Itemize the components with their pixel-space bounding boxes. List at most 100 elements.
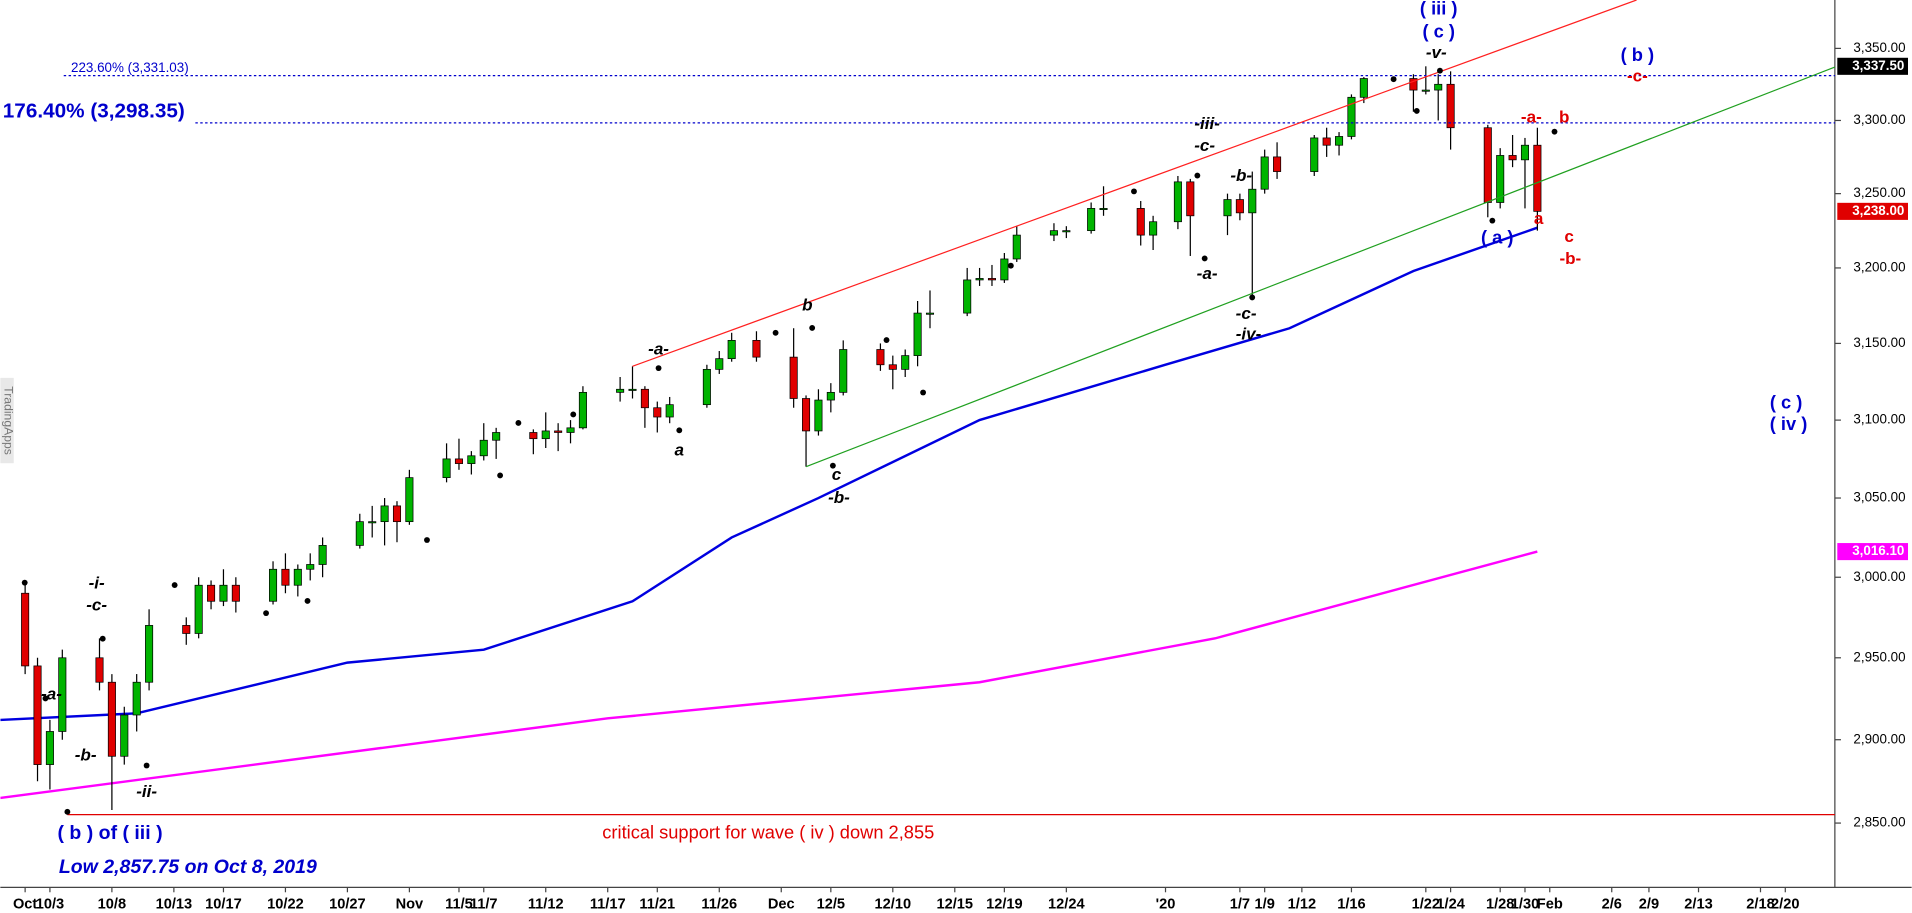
wave-label: -c-	[1194, 136, 1215, 155]
x-tick-label: 11/21	[639, 896, 675, 912]
candle-body	[901, 355, 910, 370]
pivot-dot	[883, 337, 890, 344]
watermark: TradingApps	[1, 386, 15, 455]
pivot-dot	[829, 462, 836, 469]
pivot-dot	[304, 598, 311, 604]
wave-label: -c-	[86, 595, 107, 614]
wave-label: -c-	[1236, 304, 1257, 323]
pivot-dot	[570, 411, 577, 418]
candle-body	[1000, 258, 1009, 281]
candle-body	[231, 584, 240, 602]
x-tick-label: 11/12	[528, 896, 564, 912]
pivot-dot	[515, 420, 522, 426]
y-tick-label: 3,200.00	[1853, 259, 1905, 274]
x-tick-label: 12/19	[986, 896, 1023, 912]
candle-body	[33, 665, 42, 765]
candle-body	[1421, 89, 1430, 92]
candle-body	[1260, 156, 1269, 190]
x-tick-label: 12/5	[817, 896, 845, 912]
pivot-dot	[143, 762, 150, 769]
candle-body	[628, 388, 637, 391]
candle-body	[802, 398, 811, 432]
wave-label: b	[802, 295, 812, 314]
pivot-dot	[424, 537, 430, 543]
x-tick-label: 1/9	[1255, 896, 1275, 912]
wave-label: -i-	[89, 573, 105, 592]
price-tag-label: 3,238.00	[1852, 203, 1904, 218]
candle-body	[814, 399, 823, 432]
candle-body	[640, 388, 649, 409]
x-tick-label: 1/24	[1436, 896, 1465, 912]
x-tick-label: 11/26	[701, 896, 737, 912]
wave-label: ( b )	[1621, 44, 1654, 65]
candle-body	[876, 349, 885, 366]
x-tick-label: 1/28	[1486, 896, 1514, 912]
plot-area	[0, 66, 1542, 811]
candle-body	[975, 278, 984, 281]
candle-body	[95, 657, 104, 683]
candle-body	[1248, 188, 1257, 214]
level-label: 176.40% (3,298.35)	[3, 100, 185, 123]
candle-body	[1149, 221, 1158, 236]
candle-body	[145, 625, 154, 683]
candle-body	[826, 391, 835, 401]
candle-body	[120, 714, 129, 757]
pivot-dot	[1194, 172, 1201, 179]
pivot-dot	[1131, 188, 1137, 195]
candle-body	[1533, 144, 1542, 212]
candle-body	[839, 349, 848, 393]
x-tick-label: Nov	[396, 896, 424, 912]
candle-body	[182, 625, 191, 634]
candle-body	[1049, 230, 1058, 236]
candle-body	[219, 584, 228, 602]
candle-body	[752, 340, 761, 358]
candle-body	[987, 278, 996, 281]
y-tick-label: 2,950.00	[1853, 649, 1905, 664]
candle-body	[392, 505, 402, 523]
candle-body	[194, 584, 203, 634]
wave-label: -ii-	[136, 782, 157, 801]
x-tick-label: 2/18	[1746, 896, 1774, 912]
candle-body	[888, 364, 897, 370]
price-tag	[1837, 57, 1909, 75]
candle-body	[281, 568, 290, 586]
x-tick-label: 10/13	[156, 896, 193, 912]
candle-body	[963, 279, 972, 314]
wave-label: c	[1564, 227, 1573, 246]
wave-label: -a-	[648, 339, 669, 358]
x-tick-label: 10/27	[329, 896, 366, 912]
x-tick-label: 11/5	[445, 896, 473, 912]
candle-body	[1087, 208, 1096, 232]
x-tick-label: Oct	[13, 896, 37, 912]
candle-body	[554, 430, 563, 433]
candle-body	[1223, 199, 1232, 217]
candle-body	[1359, 78, 1368, 98]
wave-label: Low 2,857.75 on Oct 8, 2019	[59, 856, 317, 878]
pivot-dot	[1437, 67, 1443, 74]
wave-label: -b-	[75, 745, 97, 764]
x-tick-label: 10/17	[205, 896, 242, 912]
candle-body	[1310, 137, 1319, 172]
candle-body	[1186, 181, 1195, 217]
candle-body	[1012, 234, 1021, 260]
candle-body	[492, 432, 501, 441]
candle-body	[665, 404, 674, 418]
candle-body	[1235, 199, 1244, 214]
x-tick-label: 11/17	[590, 896, 626, 912]
x-tick-label: 10/8	[98, 896, 126, 912]
wave-label: c	[832, 465, 842, 484]
candle-body	[58, 657, 67, 732]
pivot-dot	[809, 324, 816, 331]
candle-body	[1520, 144, 1530, 161]
candle-body	[1136, 208, 1145, 236]
pivot-dot	[42, 695, 49, 702]
candle-body	[789, 356, 798, 399]
candle-body	[1483, 127, 1492, 203]
x-tick-label: 12/15	[937, 896, 974, 912]
wave-label: -c-	[1627, 66, 1648, 85]
x-tick-label: '20	[1156, 896, 1176, 912]
x-tick-label: 1/30	[1511, 896, 1539, 912]
candle-body	[727, 340, 736, 360]
